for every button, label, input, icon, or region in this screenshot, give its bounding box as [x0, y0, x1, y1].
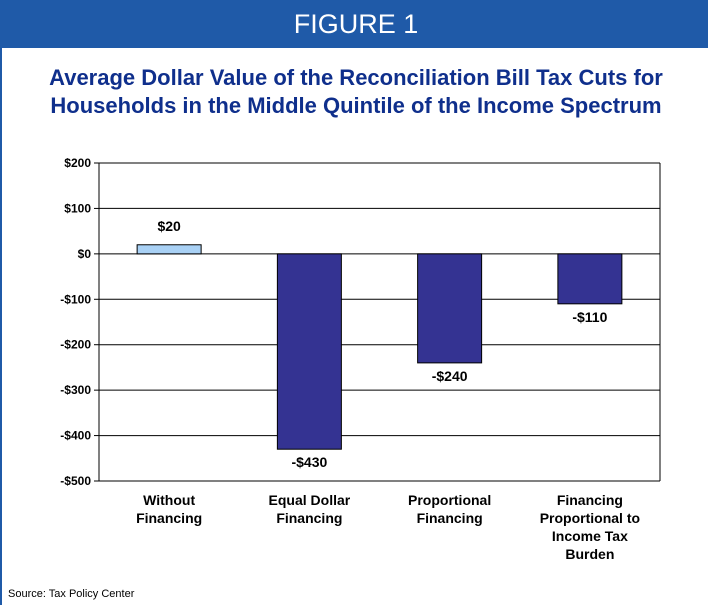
chart-title-line1: Average Dollar Value of the Reconciliati…	[49, 65, 663, 90]
y-tick-label: $0	[78, 247, 92, 261]
bar	[557, 253, 623, 305]
figure-label: FIGURE 1	[293, 9, 419, 39]
category-label: Financing	[557, 492, 623, 508]
data-label: -$110	[572, 309, 607, 325]
y-tick-label: $200	[64, 156, 91, 170]
category-label: Financing	[417, 510, 483, 526]
bar	[276, 253, 342, 450]
category-label: Financing	[276, 510, 342, 526]
bar	[136, 244, 202, 255]
y-tick-label: -$500	[60, 474, 91, 488]
chart-title-line2: Households in the Middle Quintile of the…	[50, 93, 662, 118]
category-label: Income Tax	[552, 528, 628, 544]
data-label: -$430	[291, 454, 327, 470]
figure-banner: FIGURE 1	[2, 0, 708, 48]
category-label: Equal Dollar	[269, 492, 351, 508]
y-tick-label: $100	[64, 201, 91, 215]
y-tick-label: -$400	[60, 429, 91, 443]
category-label: Burden	[565, 546, 614, 562]
y-tick-label: -$300	[60, 383, 91, 397]
category-label: Financing	[136, 510, 202, 526]
data-label: -$240	[432, 368, 468, 384]
category-label: Proportional	[408, 492, 491, 508]
category-label: Without	[143, 492, 195, 508]
data-label: $20	[157, 218, 181, 234]
bar	[417, 253, 483, 364]
y-tick-label: -$100	[60, 292, 91, 306]
category-label: Proportional to	[540, 510, 640, 526]
y-tick-label: -$200	[60, 338, 91, 352]
source-note: Source: Tax Policy Center	[8, 588, 135, 600]
chart-title: Average Dollar Value of the Reconciliati…	[2, 64, 708, 120]
